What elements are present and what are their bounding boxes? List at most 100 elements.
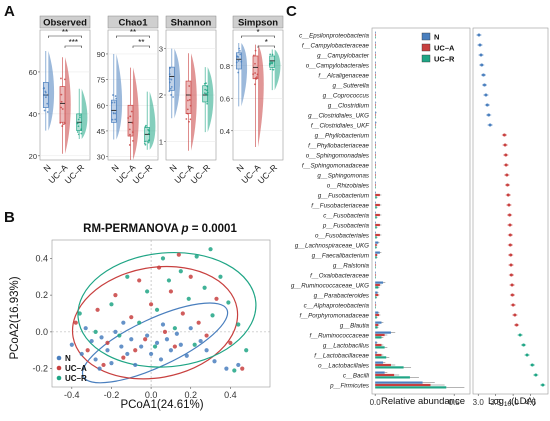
taxon-row: g__Clostridium: [328, 101, 490, 109]
lda-point: [477, 33, 481, 37]
sample-point-n: [158, 357, 164, 362]
lda-frame: [472, 27, 549, 395]
sample-point-uc-a: [113, 293, 118, 298]
jitter-point: [46, 111, 49, 113]
abundance-bar-uc-a: [375, 373, 395, 377]
jitter-point: [76, 131, 79, 133]
taxon-label: f__Clostridiales_UKF: [311, 122, 370, 129]
abundance-bar-n: [375, 361, 384, 364]
significance-bracket: [132, 45, 150, 48]
taxon-row: f__Oxalobacteraceae: [310, 271, 514, 279]
half-violin: [274, 49, 281, 91]
significance-label: **: [130, 28, 136, 37]
abundance-bar-uc-a: [375, 313, 380, 317]
jitter-point: [60, 100, 63, 103]
sample-point-n: [109, 361, 114, 366]
group-n: [168, 48, 181, 119]
jitter-point: [115, 97, 118, 100]
significance-bracket: [48, 35, 82, 38]
y-tick-label: -0.2: [32, 364, 48, 374]
lda-point: [508, 213, 512, 217]
legend-label: UC–A: [65, 364, 87, 373]
jitter-point: [80, 132, 83, 135]
jitter-point: [189, 118, 192, 121]
taxon-label: g__Lactobacillus: [323, 342, 369, 349]
taxon-label: o__Campylobacterales: [306, 62, 369, 69]
sample-point-n: [204, 348, 209, 353]
jitter-point: [147, 141, 150, 144]
abundance-bar-n: [375, 241, 379, 244]
jitter-point: [206, 91, 209, 94]
abundance-bar-uc-a: [375, 283, 380, 287]
jitter-point: [189, 94, 192, 97]
sample-point-n: [97, 366, 102, 371]
sample-point-uc-a: [121, 355, 126, 360]
sample-point-n: [160, 322, 166, 327]
sample-point-uc-r: [160, 256, 166, 261]
confidence-ellipse-uc-r: [77, 251, 257, 368]
jitter-point: [127, 117, 130, 119]
jitter-point: [206, 85, 209, 88]
sample-point-uc-a: [180, 311, 185, 316]
lda-point: [504, 163, 508, 167]
y-tick-label: 20: [29, 152, 37, 161]
jitter-point: [189, 104, 192, 107]
jitter-point: [61, 108, 64, 110]
sample-point-uc-a: [148, 302, 154, 307]
lda-point: [488, 123, 492, 127]
half-violin: [116, 53, 123, 140]
jitter-point: [59, 122, 62, 124]
taxon-label: g__Fusobacterium: [318, 192, 369, 199]
half-violin: [133, 67, 139, 160]
taxon-row: o__Lactobacillales: [318, 361, 535, 369]
jitter-point: [80, 128, 82, 131]
jitter-point: [60, 106, 63, 109]
abundance-bar-n: [375, 211, 376, 214]
sample-point-uc-r: [137, 320, 142, 325]
abundance-bar-uc-r: [375, 356, 387, 359]
abundance-bar-uc-a: [375, 223, 380, 227]
taxon-row: f__Phyllobacteriaceae: [308, 141, 508, 149]
significance-label: ***: [69, 38, 78, 47]
jitter-point: [188, 98, 191, 101]
jitter-point: [77, 125, 80, 128]
jitter-point: [143, 142, 146, 145]
jitter-point: [169, 87, 172, 90]
abundance-bar-n: [375, 381, 423, 384]
jitter-point: [144, 125, 147, 128]
lda-point: [506, 193, 510, 197]
sample-point-uc-a: [196, 320, 201, 325]
lda-point: [510, 293, 514, 297]
y-tick-label: 0.8: [220, 62, 230, 71]
abundance-bar-uc-a: [375, 123, 376, 127]
taxon-row: f__Porphyromonadaceae: [300, 311, 518, 319]
taxon-label: g__Faecalibacterium: [312, 252, 369, 259]
taxon-label: c__Fusobacteria: [323, 212, 369, 219]
taxon-row: p__Firmicutes: [329, 381, 546, 389]
taxon-row: f__Ruminococcaceae: [309, 331, 523, 339]
taxon-row: f__Sphingomonadaceae: [302, 161, 509, 169]
sample-point-uc-r: [226, 300, 231, 305]
abundance-bar-uc-r: [375, 386, 447, 389]
jitter-point: [79, 114, 81, 117]
jitter-point: [204, 88, 207, 91]
jitter-point: [114, 112, 117, 115]
sample-point-uc-a: [228, 340, 233, 345]
taxon-label: g__Sutterella: [333, 82, 370, 89]
sample-point-n: [99, 335, 104, 340]
y-tick-label: 2: [159, 91, 163, 100]
panel-label-b: B: [4, 209, 15, 226]
jitter-point: [237, 59, 240, 62]
abundance-bar-uc-a: [375, 343, 382, 347]
abundance-bar-uc-a: [375, 103, 376, 107]
jitter-point: [148, 129, 150, 132]
abundance-bar-uc-r: [375, 196, 377, 199]
lda-point: [487, 113, 491, 117]
abundance-tick-label: 0.0: [370, 398, 382, 407]
abundance-bar-n: [375, 191, 376, 194]
lda-point: [509, 263, 513, 267]
jitter-point: [112, 112, 115, 114]
taxon-label: g__Lachnospiraceae_UKG: [295, 242, 369, 249]
jitter-point: [236, 55, 239, 58]
abundance-bar-n: [375, 221, 376, 224]
